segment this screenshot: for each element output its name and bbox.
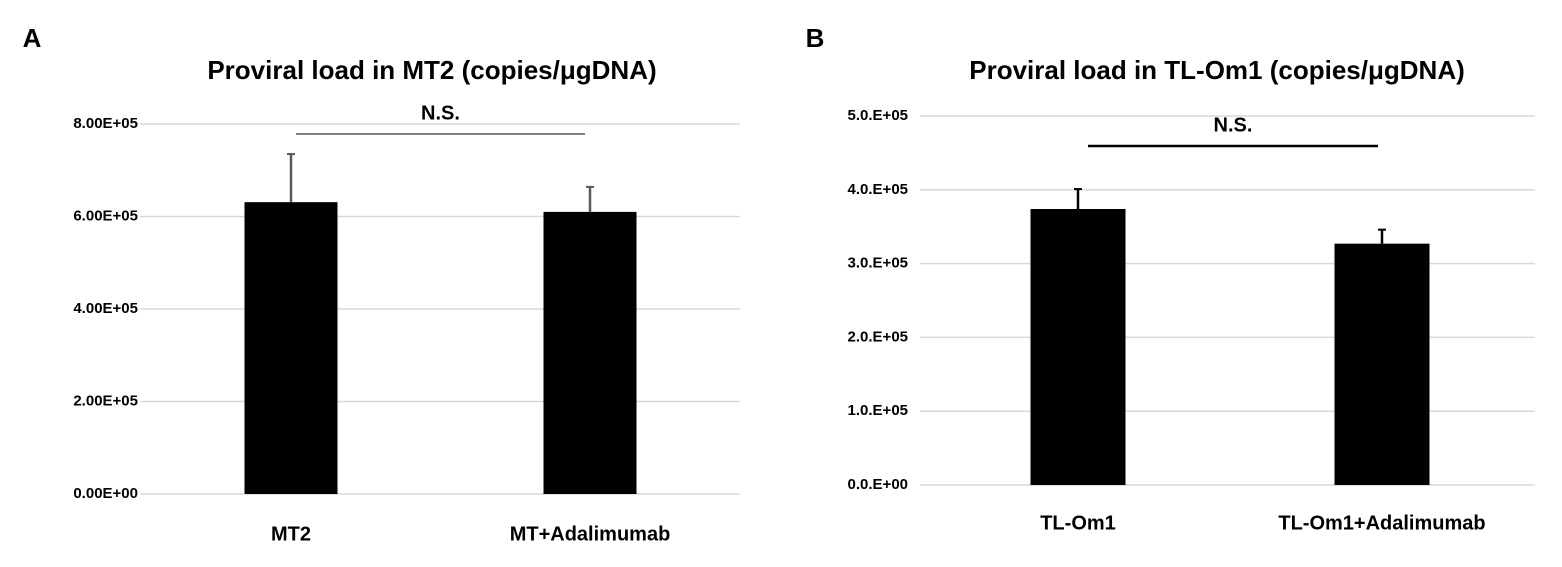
y-tick-label: 4.0.E+05 [848, 181, 908, 198]
y-tick-label: 0.0.E+00 [848, 476, 908, 493]
annotation: N.S. [1214, 114, 1253, 136]
chart-title: Proviral load in MT2 (copies/μgDNA) [207, 55, 656, 85]
bar [1334, 243, 1430, 485]
y-tick-label: 1.0.E+05 [848, 402, 908, 419]
y-tick-label: 5.0.E+05 [848, 107, 908, 124]
x-tick-label: TL-Om1+Adalimumab [1278, 512, 1485, 534]
bar [543, 211, 637, 494]
panel-label: B [806, 23, 825, 53]
panel-label: A [23, 23, 42, 53]
x-tick-label: MT2 [271, 523, 311, 545]
x-tick-label: TL-Om1 [1040, 512, 1116, 534]
y-tick-label: 8.00E+05 [73, 115, 138, 132]
bar [1030, 208, 1126, 485]
y-tick-label: 3.0.E+05 [848, 255, 908, 272]
chart-title: Proviral load in TL-Om1 (copies/μgDNA) [969, 55, 1465, 85]
y-tick-label: 2.00E+05 [73, 392, 138, 409]
y-tick-label: 2.0.E+05 [848, 328, 908, 345]
y-tick-label: 6.00E+05 [73, 207, 138, 224]
y-tick-label: 4.00E+05 [73, 300, 138, 317]
y-tick-label: 0.00E+00 [73, 485, 138, 502]
annotation: N.S. [421, 102, 460, 124]
x-tick-label: MT+Adalimumab [510, 523, 671, 545]
bar [244, 202, 338, 494]
